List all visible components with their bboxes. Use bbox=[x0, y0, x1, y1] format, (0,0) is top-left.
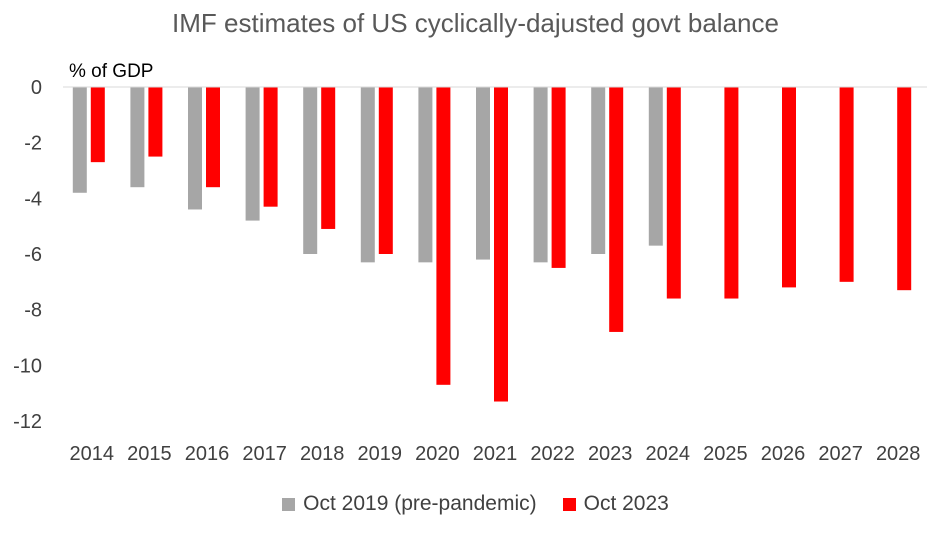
legend-label: Oct 2019 (pre-pandemic) bbox=[303, 492, 537, 515]
x-tick-label: 2022 bbox=[530, 443, 575, 465]
legend-item-oct-2023: Oct 2023 bbox=[562, 492, 669, 516]
x-tick-label: 2020 bbox=[415, 443, 460, 465]
x-tick-label: 2015 bbox=[127, 443, 172, 465]
x-tick-label: 2016 bbox=[185, 443, 230, 465]
bar-oct-2023-2024 bbox=[666, 87, 681, 299]
bar-oct-2023-2016 bbox=[206, 87, 220, 188]
bar-oct-2023-2027 bbox=[839, 87, 854, 282]
bar-oct-2019-2016 bbox=[188, 87, 202, 210]
y-axis-unit-label: % of GDP bbox=[69, 61, 153, 82]
legend-swatch bbox=[562, 497, 576, 511]
y-tick-label: 0 bbox=[31, 77, 42, 99]
y-tick-label: -10 bbox=[13, 355, 42, 377]
y-tick-label: -12 bbox=[13, 411, 42, 433]
bar-oct-2023-2017 bbox=[263, 87, 278, 207]
bar-oct-2019-2021 bbox=[476, 87, 490, 260]
x-tick-label: 2021 bbox=[473, 443, 518, 465]
bar-oct-2019-2018 bbox=[303, 87, 318, 254]
x-tick-label: 2017 bbox=[242, 443, 287, 465]
bar-oct-2019-2023 bbox=[591, 87, 606, 254]
bar-oct-2019-2024 bbox=[648, 87, 663, 246]
x-tick-label: 2028 bbox=[876, 443, 921, 465]
bar-oct-2023-2022 bbox=[551, 87, 566, 268]
x-tick-label: 2027 bbox=[818, 443, 863, 465]
bar-oct-2023-2021 bbox=[494, 87, 508, 402]
bar-oct-2019-2017 bbox=[245, 87, 260, 221]
bar-oct-2023-2020 bbox=[436, 87, 451, 385]
bar-oct-2023-2019 bbox=[378, 87, 393, 254]
x-tick-label: 2025 bbox=[703, 443, 748, 465]
y-tick-label: -4 bbox=[24, 188, 42, 210]
bar-oct-2019-2014 bbox=[72, 87, 87, 193]
bar-oct-2019-2015 bbox=[130, 87, 145, 188]
bars bbox=[72, 87, 912, 402]
x-axis-ticks: 2014 2015 2016 2017 2018 2019 2020 2021 2022 2023… bbox=[70, 443, 921, 465]
x-tick-label: 2024 bbox=[646, 443, 691, 465]
legend-swatch bbox=[282, 497, 296, 511]
y-tick-label: -2 bbox=[24, 133, 42, 155]
x-tick-label: 2026 bbox=[761, 443, 806, 465]
x-tick-label: 2018 bbox=[300, 443, 345, 465]
bar-oct-2019-2019 bbox=[360, 87, 375, 263]
bar-oct-2023-2028 bbox=[897, 87, 912, 291]
bar-oct-2023-2026 bbox=[782, 87, 796, 288]
bar-oct-2019-2022 bbox=[533, 87, 548, 263]
x-tick-label: 2023 bbox=[588, 443, 633, 465]
x-tick-label: 2014 bbox=[70, 443, 115, 465]
chart-title: IMF estimates of US cyclically-dajusted … bbox=[172, 8, 779, 38]
bar-oct-2023-2015 bbox=[148, 87, 163, 157]
bar-oct-2023-2023 bbox=[609, 87, 624, 332]
y-axis-ticks: 0 -2 -4 -6 -8 -10 -12 bbox=[13, 77, 42, 433]
bar-oct-2023-2014 bbox=[90, 87, 105, 163]
x-tick-label: 2019 bbox=[358, 443, 403, 465]
bar-oct-2023-2025 bbox=[724, 87, 739, 299]
legend: Oct 2019 (pre-pandemic) Oct 2023 bbox=[0, 492, 951, 516]
bar-oct-2023-2018 bbox=[321, 87, 336, 229]
y-tick-label: -8 bbox=[24, 300, 42, 322]
y-tick-label: -6 bbox=[24, 244, 42, 266]
legend-label: Oct 2023 bbox=[583, 492, 669, 515]
legend-item-oct-2019: Oct 2019 (pre-pandemic) bbox=[282, 492, 537, 516]
bar-oct-2019-2020 bbox=[418, 87, 433, 263]
